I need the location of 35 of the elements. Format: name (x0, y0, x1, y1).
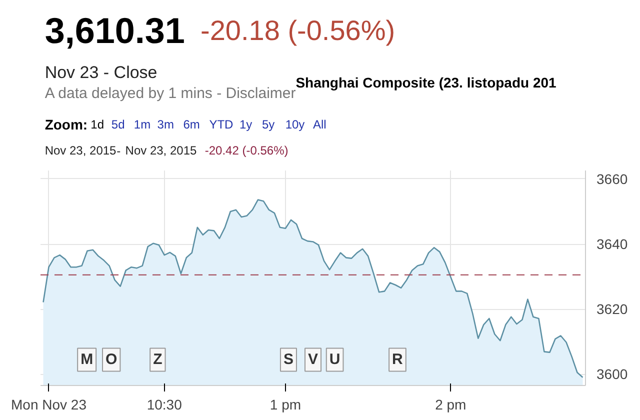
y-tick-label: 3620 (596, 301, 628, 318)
annotation: R (392, 351, 404, 368)
annotation: Z (153, 351, 162, 368)
x-tick-label: Mon Nov 23 (11, 396, 87, 412)
annotation: U (329, 351, 340, 368)
text: Nov 23, 2015 (44, 144, 117, 158)
annotation: S (283, 351, 294, 368)
annotation: M (80, 351, 94, 368)
text: All (313, 118, 326, 132)
chart-title: Shanghai Composite (23. listopadu 201 (296, 74, 557, 90)
annotation: O (106, 351, 118, 368)
y-tick-label: 3600 (596, 366, 628, 382)
text: 1m (134, 118, 151, 132)
y-tick-label: 3660 (596, 170, 628, 187)
text: 3m (157, 118, 174, 132)
text: -20.42 (-0.56%) (204, 144, 288, 158)
text: 6m (183, 118, 200, 132)
text: 1d (90, 118, 104, 132)
text: A data delayed by 1 mins - Disclaimer (44, 85, 296, 102)
x-tick-label: 10:30 (146, 396, 182, 412)
text: 10y (285, 118, 305, 132)
text: - (116, 144, 121, 158)
y-tick-label: 3640 (596, 236, 628, 252)
text: 1y (239, 118, 252, 132)
text: Nov 23 - Close (44, 63, 158, 82)
x-tick-label: 2 pm (435, 396, 466, 412)
annotation: V (308, 351, 318, 368)
text: -20.18 (-0.56%) (200, 15, 396, 46)
text: Nov 23, 2015 (125, 144, 197, 158)
x-tick-label: 1 pm (270, 396, 302, 412)
text: 5y (262, 118, 275, 132)
text: YTD (209, 118, 234, 132)
text: 5d (111, 118, 125, 132)
text: 3,610.31 (44, 10, 185, 51)
text: Zoom: (44, 116, 88, 132)
